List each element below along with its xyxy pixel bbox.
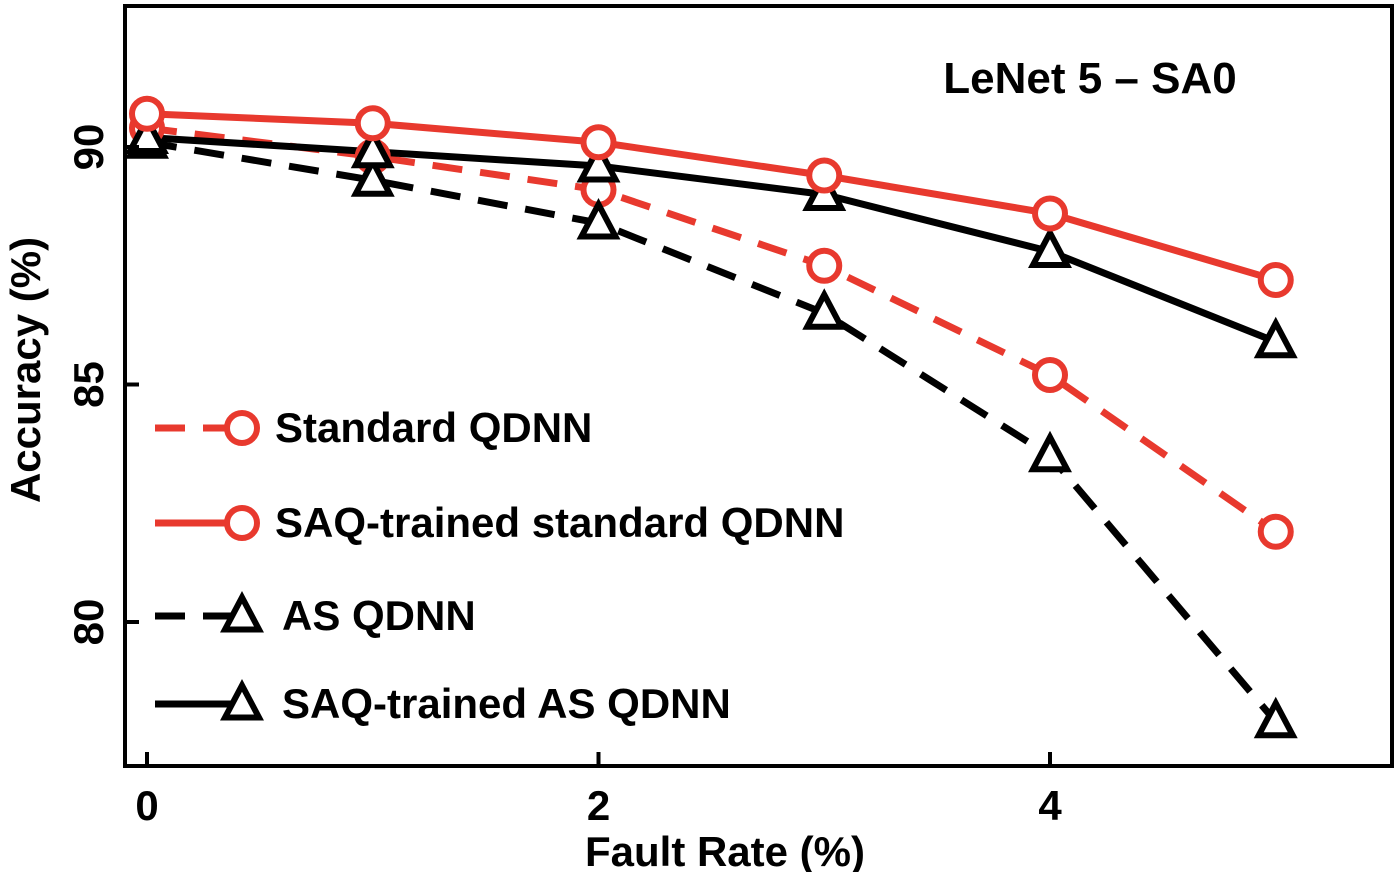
legend-marker-standard-qdnn xyxy=(224,410,260,446)
legend: Standard QDNN SAQ-trained standard QDNN AS… xyxy=(155,404,844,727)
legend-marker-saq-trained-standard-qdnn xyxy=(224,505,260,541)
legend-marker-as-qdnn xyxy=(220,590,264,633)
chart-title: LeNet 5 – SA0 xyxy=(943,54,1236,103)
data-point-as-qdnn-2 xyxy=(576,197,621,240)
legend-label-standard-qdnn: Standard QDNN xyxy=(275,404,592,451)
data-point-as-qdnn-1 xyxy=(350,155,395,197)
y-tick-label-85: 85 xyxy=(65,361,112,408)
legend-label-saq-trained-as-qdnn: SAQ-trained AS QDNN xyxy=(282,680,731,727)
data-point-saq-trained-standard-qdnn-3 xyxy=(806,157,843,194)
data-point-saq-trained-as-qdnn-0 xyxy=(125,112,169,154)
series-line-saq-trained-as-qdnn xyxy=(146,134,1278,345)
series-line-standard-qdnn xyxy=(146,124,1278,535)
data-point-standard-qdnn-4 xyxy=(1032,357,1068,393)
data-point-standard-qdnn-5 xyxy=(1257,513,1294,550)
series-line-saq-trained-standard-qdnn xyxy=(146,110,1277,284)
data-point-as-qdnn-4 xyxy=(1028,430,1072,473)
y-axis-title: Accuracy (%) xyxy=(2,237,49,503)
x-tick-label-4: 4 xyxy=(1038,782,1062,829)
data-point-saq-trained-standard-qdnn-4 xyxy=(1032,195,1068,232)
data-point-as-qdnn-5 xyxy=(1253,696,1298,739)
data-point-saq-trained-as-qdnn-4 xyxy=(1028,226,1072,268)
data-point-saq-trained-as-qdnn-1 xyxy=(350,126,395,169)
legend-label-saq-trained-standard-qdnn: SAQ-trained standard QDNN xyxy=(275,499,844,546)
legend-item-as-qdnn: AS QDNN xyxy=(155,590,476,639)
x-tick-label-2: 2 xyxy=(587,782,610,829)
series-markers xyxy=(125,95,1298,739)
legend-item-standard-qdnn: Standard QDNN xyxy=(155,404,592,451)
legend-marker-saq-trained-as-qdnn xyxy=(220,678,264,721)
series-line-as-qdnn xyxy=(146,138,1279,725)
y-tick-label-90: 90 xyxy=(65,124,112,171)
x-axis-title: Fault Rate (%) xyxy=(585,828,865,872)
data-point-saq-trained-as-qdnn-5 xyxy=(1253,316,1298,359)
y-tick-label-80: 80 xyxy=(65,599,112,646)
series-layer xyxy=(125,95,1298,739)
data-point-saq-trained-standard-qdnn-1 xyxy=(354,105,391,142)
data-point-as-qdnn-3 xyxy=(802,288,847,330)
legend-item-saq-trained-as-qdnn: SAQ-trained AS QDNN xyxy=(155,678,731,727)
x-tick-label-0: 0 xyxy=(135,782,158,829)
data-point-saq-trained-standard-qdnn-2 xyxy=(580,124,617,161)
legend-item-saq-trained-standard-qdnn: SAQ-trained standard QDNN xyxy=(155,499,844,546)
legend-label-as-qdnn: AS QDNN xyxy=(282,592,476,639)
data-point-saq-trained-standard-qdnn-5 xyxy=(1257,262,1294,298)
data-point-saq-trained-as-qdnn-2 xyxy=(576,140,621,183)
data-point-saq-trained-standard-qdnn-0 xyxy=(129,95,165,132)
series-lines xyxy=(146,110,1279,725)
axes-layer: 0 2 4 80 85 90 xyxy=(65,4,1394,829)
data-point-standard-qdnn-3 xyxy=(806,247,843,284)
